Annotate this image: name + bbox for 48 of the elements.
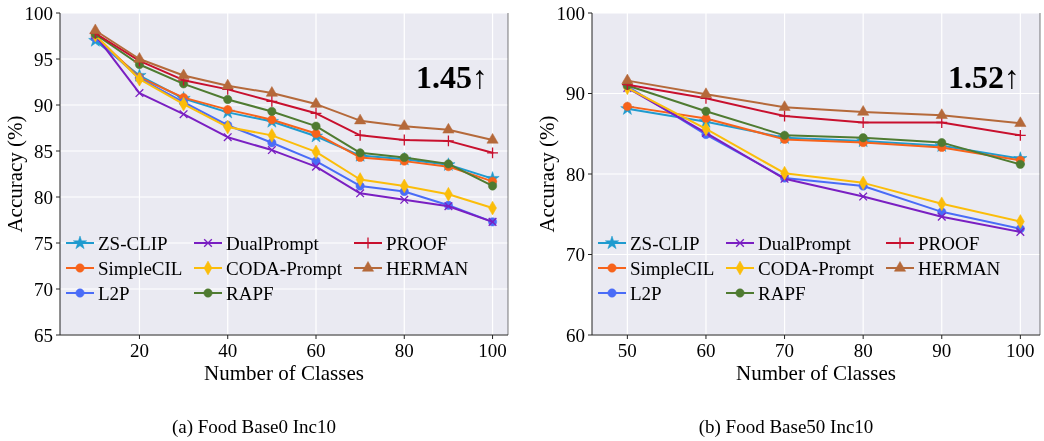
legend-label: SimpleCIL xyxy=(98,257,183,279)
x-tick-label: 100 xyxy=(478,340,507,361)
x-tick-label: 60 xyxy=(306,340,326,361)
legend-label: RAPF xyxy=(226,282,274,304)
x-axis-title: Number of Classes xyxy=(736,361,896,385)
y-tick-label: 80 xyxy=(34,186,53,208)
y-tick-label: 70 xyxy=(34,278,53,300)
legend-label: PROOF xyxy=(386,232,448,254)
legend-label: CODA-Prompt xyxy=(758,257,875,279)
legend-label: PROOF xyxy=(918,232,980,254)
y-tick-label: 80 xyxy=(566,163,585,185)
y-tick-label: 100 xyxy=(24,2,53,24)
y-tick-label: 95 xyxy=(34,48,53,70)
y-tick-label: 100 xyxy=(556,2,585,24)
legend-label: DualPrompt xyxy=(758,232,852,254)
legend-label: RAPF xyxy=(758,282,806,304)
y-tick-label: 65 xyxy=(34,324,53,346)
x-tick-label: 50 xyxy=(617,340,637,361)
x-tick-label: 40 xyxy=(218,340,238,361)
y-tick-label: 75 xyxy=(34,232,53,254)
x-tick-label: 90 xyxy=(932,340,952,361)
x-tick-label: 80 xyxy=(394,340,414,361)
y-tick-label: 90 xyxy=(566,83,585,105)
legend-label: L2P xyxy=(630,282,662,304)
legend-label: ZS-CLIP xyxy=(630,232,700,254)
text: (a) Food Base0 Inc10 xyxy=(171,416,337,438)
legend-label: CODA-Prompt xyxy=(226,257,343,279)
y-tick-label: 90 xyxy=(34,94,53,116)
legend-label: HERMAN xyxy=(386,257,469,279)
legend-label: SimpleCIL xyxy=(630,257,715,279)
annotation: 1.52↑ xyxy=(948,59,1020,95)
y-tick-label: 70 xyxy=(566,244,585,266)
x-axis-title: Number of Classes xyxy=(204,361,364,385)
x-tick-label: 70 xyxy=(775,340,795,361)
annotation: 1.45↑ xyxy=(416,59,488,95)
x-tick-label: 60 xyxy=(696,340,716,361)
y-tick-label: 85 xyxy=(34,140,53,162)
x-tick-label: 20 xyxy=(129,340,149,361)
y-axis-title: Accuracy (%) xyxy=(535,115,559,233)
legend-label: L2P xyxy=(98,282,130,304)
x-tick-label: 100 xyxy=(1006,340,1035,361)
legend-label: ZS-CLIP xyxy=(98,232,168,254)
legend-label: HERMAN xyxy=(918,257,1001,279)
y-axis-title: Accuracy (%) xyxy=(3,115,27,233)
legend-label: DualPrompt xyxy=(226,232,320,254)
text: (b) Food Base50 Inc10 xyxy=(698,416,874,438)
x-tick-label: 80 xyxy=(853,340,873,361)
y-tick-label: 60 xyxy=(566,324,585,346)
